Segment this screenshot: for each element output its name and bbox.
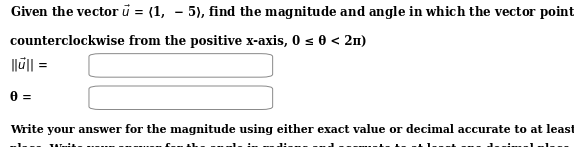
Text: Write your answer for the magnitude using either exact value or decimal accurate: Write your answer for the magnitude usin… xyxy=(10,124,574,135)
FancyBboxPatch shape xyxy=(89,86,273,110)
Text: $||\vec{u}||$ =: $||\vec{u}||$ = xyxy=(10,57,48,74)
FancyBboxPatch shape xyxy=(89,54,273,77)
Text: place. Write your answer for the angle in radians and accruate to at least one d: place. Write your answer for the angle i… xyxy=(10,143,574,147)
Text: counterclockwise from the positive x-axis, 0 ≤ θ < 2π): counterclockwise from the positive x-axi… xyxy=(10,35,367,48)
Text: Given the vector $\vec{u}$ = ⟨1,  − 5⟩, find the magnitude and angle in which th: Given the vector $\vec{u}$ = ⟨1, − 5⟩, f… xyxy=(10,4,574,22)
Text: θ =: θ = xyxy=(10,91,32,104)
